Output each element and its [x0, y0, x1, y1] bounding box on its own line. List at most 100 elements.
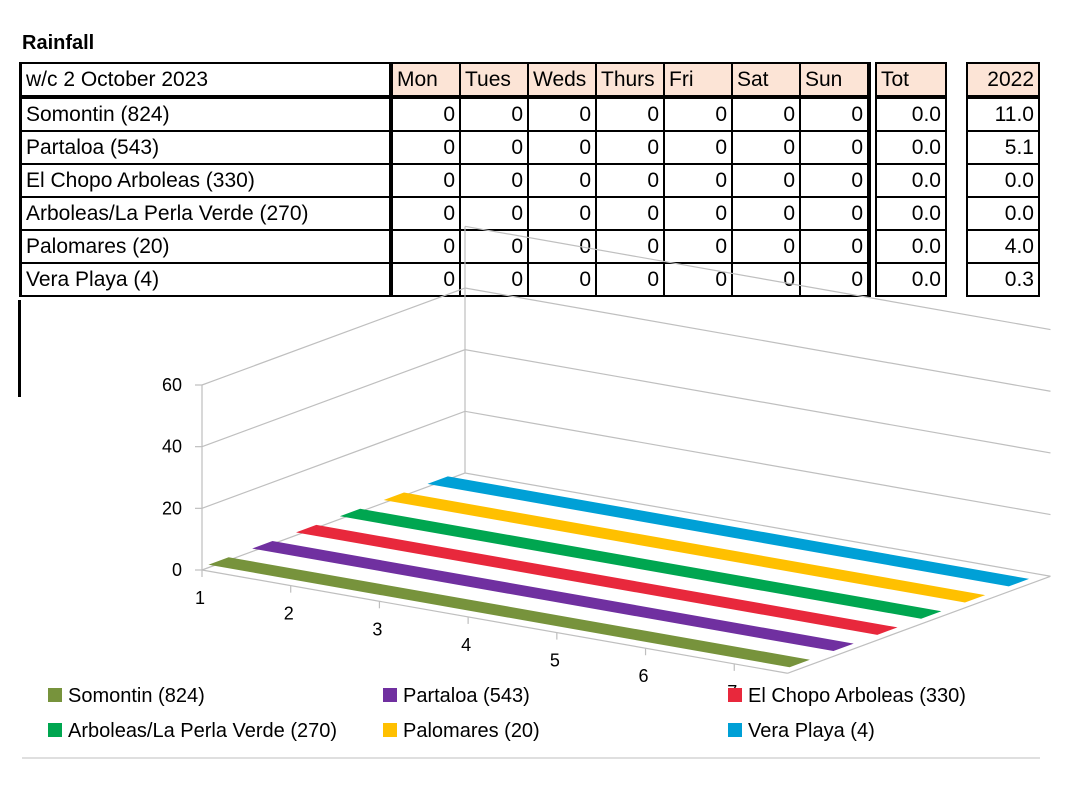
station-name: Partaloa (543) [19, 130, 393, 165]
day-header-sat: Sat [731, 62, 801, 99]
rain-cell: 0 [663, 96, 733, 132]
x-tick-label: 5 [550, 651, 560, 671]
table-row: 4.0 [966, 229, 1040, 264]
series-line [252, 541, 854, 652]
rain-cell: 0 [799, 163, 871, 198]
rain-cell: 0 [459, 196, 529, 231]
table-header-row: 2022 [966, 62, 1040, 99]
back-wall-top-edge [464, 225, 1051, 331]
station-name: Palomares (20) [19, 229, 393, 264]
rain-cell: 0 [731, 229, 801, 264]
total-cell: 0.0 [875, 262, 947, 297]
table-row: 0.0 [875, 130, 947, 165]
table-left-border [18, 300, 21, 397]
table-row: El Chopo Arboleas (330) 0 0 0 0 0 0 0 [19, 163, 871, 198]
rain-cell: 0 [731, 96, 801, 132]
rain-cell: 0 [663, 229, 733, 264]
table-row: 0.0 [966, 163, 1040, 198]
rain-cell: 0 [731, 130, 801, 165]
station-name: Somontin (824) [19, 96, 393, 132]
legend-label: Vera Playa (4) [748, 720, 875, 742]
prev-year-cell: 5.1 [966, 130, 1040, 165]
page-title: Rainfall [22, 32, 95, 54]
rain-cell: 0 [459, 262, 529, 297]
table-row: Palomares (20) 0 0 0 0 0 0 0 [19, 229, 871, 264]
rain-cell: 0 [527, 163, 597, 198]
table-row: 0.0 [875, 229, 947, 264]
total-cell: 0.0 [875, 196, 947, 231]
rain-cell: 0 [595, 262, 665, 297]
rain-cell: 0 [390, 163, 461, 198]
total-cell: 0.0 [875, 163, 947, 198]
rain-cell: 0 [595, 229, 665, 264]
legend-swatch [383, 723, 397, 737]
legend-label: El Chopo Arboleas (330) [748, 685, 966, 707]
rain-cell: 0 [527, 262, 597, 297]
rain-cell: 0 [390, 229, 461, 264]
rain-cell: 0 [459, 229, 529, 264]
rain-cell: 0 [527, 196, 597, 231]
total-cell: 0.0 [875, 130, 947, 165]
rain-cell: 0 [663, 130, 733, 165]
y-tick-label: 0 [172, 560, 182, 580]
x-axis-line [201, 569, 788, 674]
gridline [201, 349, 1051, 454]
rain-cell: 0 [663, 196, 733, 231]
rain-cell: 0 [459, 130, 529, 165]
legend-swatch [48, 723, 62, 737]
legend-swatch [728, 723, 742, 737]
series-line [208, 557, 810, 668]
prev-year-cell: 11.0 [966, 96, 1040, 132]
day-header-sun: Sun [799, 62, 871, 99]
series-line [383, 492, 986, 603]
total-table: Tot 0.0 0.0 0.0 0.0 0.0 0.0 [875, 62, 947, 297]
series-line [339, 508, 942, 619]
total-cell: 0.0 [875, 229, 947, 264]
table-row: 5.1 [966, 130, 1040, 165]
legend-label: Somontin (824) [68, 685, 205, 707]
rain-cell: 0 [527, 130, 597, 165]
rain-cell: 0 [799, 196, 871, 231]
rain-cell: 0 [527, 96, 597, 132]
week-label: w/c 2 October 2023 [19, 62, 393, 99]
total-header: Tot [875, 62, 947, 99]
station-name: Vera Playa (4) [19, 262, 393, 297]
table-row: 11.0 [966, 96, 1040, 132]
table-row: 0.3 [966, 262, 1040, 297]
table-row: 0.0 [875, 163, 947, 198]
day-header-weds: Weds [527, 62, 597, 99]
rainfall-table: w/c 2 October 2023 Mon Tues Weds Thurs F… [19, 62, 871, 297]
table-row: Somontin (824) 0 0 0 0 0 0 0 [19, 96, 871, 132]
rain-cell: 0 [595, 130, 665, 165]
legend-swatch [728, 688, 742, 702]
x-tick-label: 2 [284, 604, 294, 624]
y-tick-label: 60 [162, 375, 182, 395]
year-header: 2022 [966, 62, 1040, 99]
legend-swatch [383, 688, 397, 702]
rain-cell: 0 [799, 96, 871, 132]
station-name: Arboleas/La Perla Verde (270) [19, 196, 393, 231]
prev-year-cell: 0.0 [966, 196, 1040, 231]
rain-cell: 0 [663, 163, 733, 198]
rain-cell: 0 [595, 96, 665, 132]
rain-cell: 0 [799, 229, 871, 264]
table-row: Arboleas/La Perla Verde (270) 0 0 0 0 0 … [19, 196, 871, 231]
x-tick-label: 1 [195, 588, 205, 608]
floor-right-edge [787, 575, 1051, 674]
table-row: 0.0 [966, 196, 1040, 231]
day-header-mon: Mon [390, 62, 461, 99]
rain-cell: 0 [390, 96, 461, 132]
x-tick-label: 3 [372, 619, 382, 639]
rain-cell: 0 [390, 196, 461, 231]
rain-cell: 0 [527, 229, 597, 264]
rain-cell: 0 [799, 130, 871, 165]
legend-label: Partaloa (543) [403, 685, 530, 707]
table-row: Partaloa (543) 0 0 0 0 0 0 0 [19, 130, 871, 165]
day-header-thurs: Thurs [595, 62, 665, 99]
day-header-tues: Tues [459, 62, 529, 99]
series-line [427, 476, 1030, 587]
y-tick-label: 20 [162, 498, 182, 518]
hidden-edge [202, 226, 465, 323]
x-tick-label: 4 [461, 635, 471, 655]
